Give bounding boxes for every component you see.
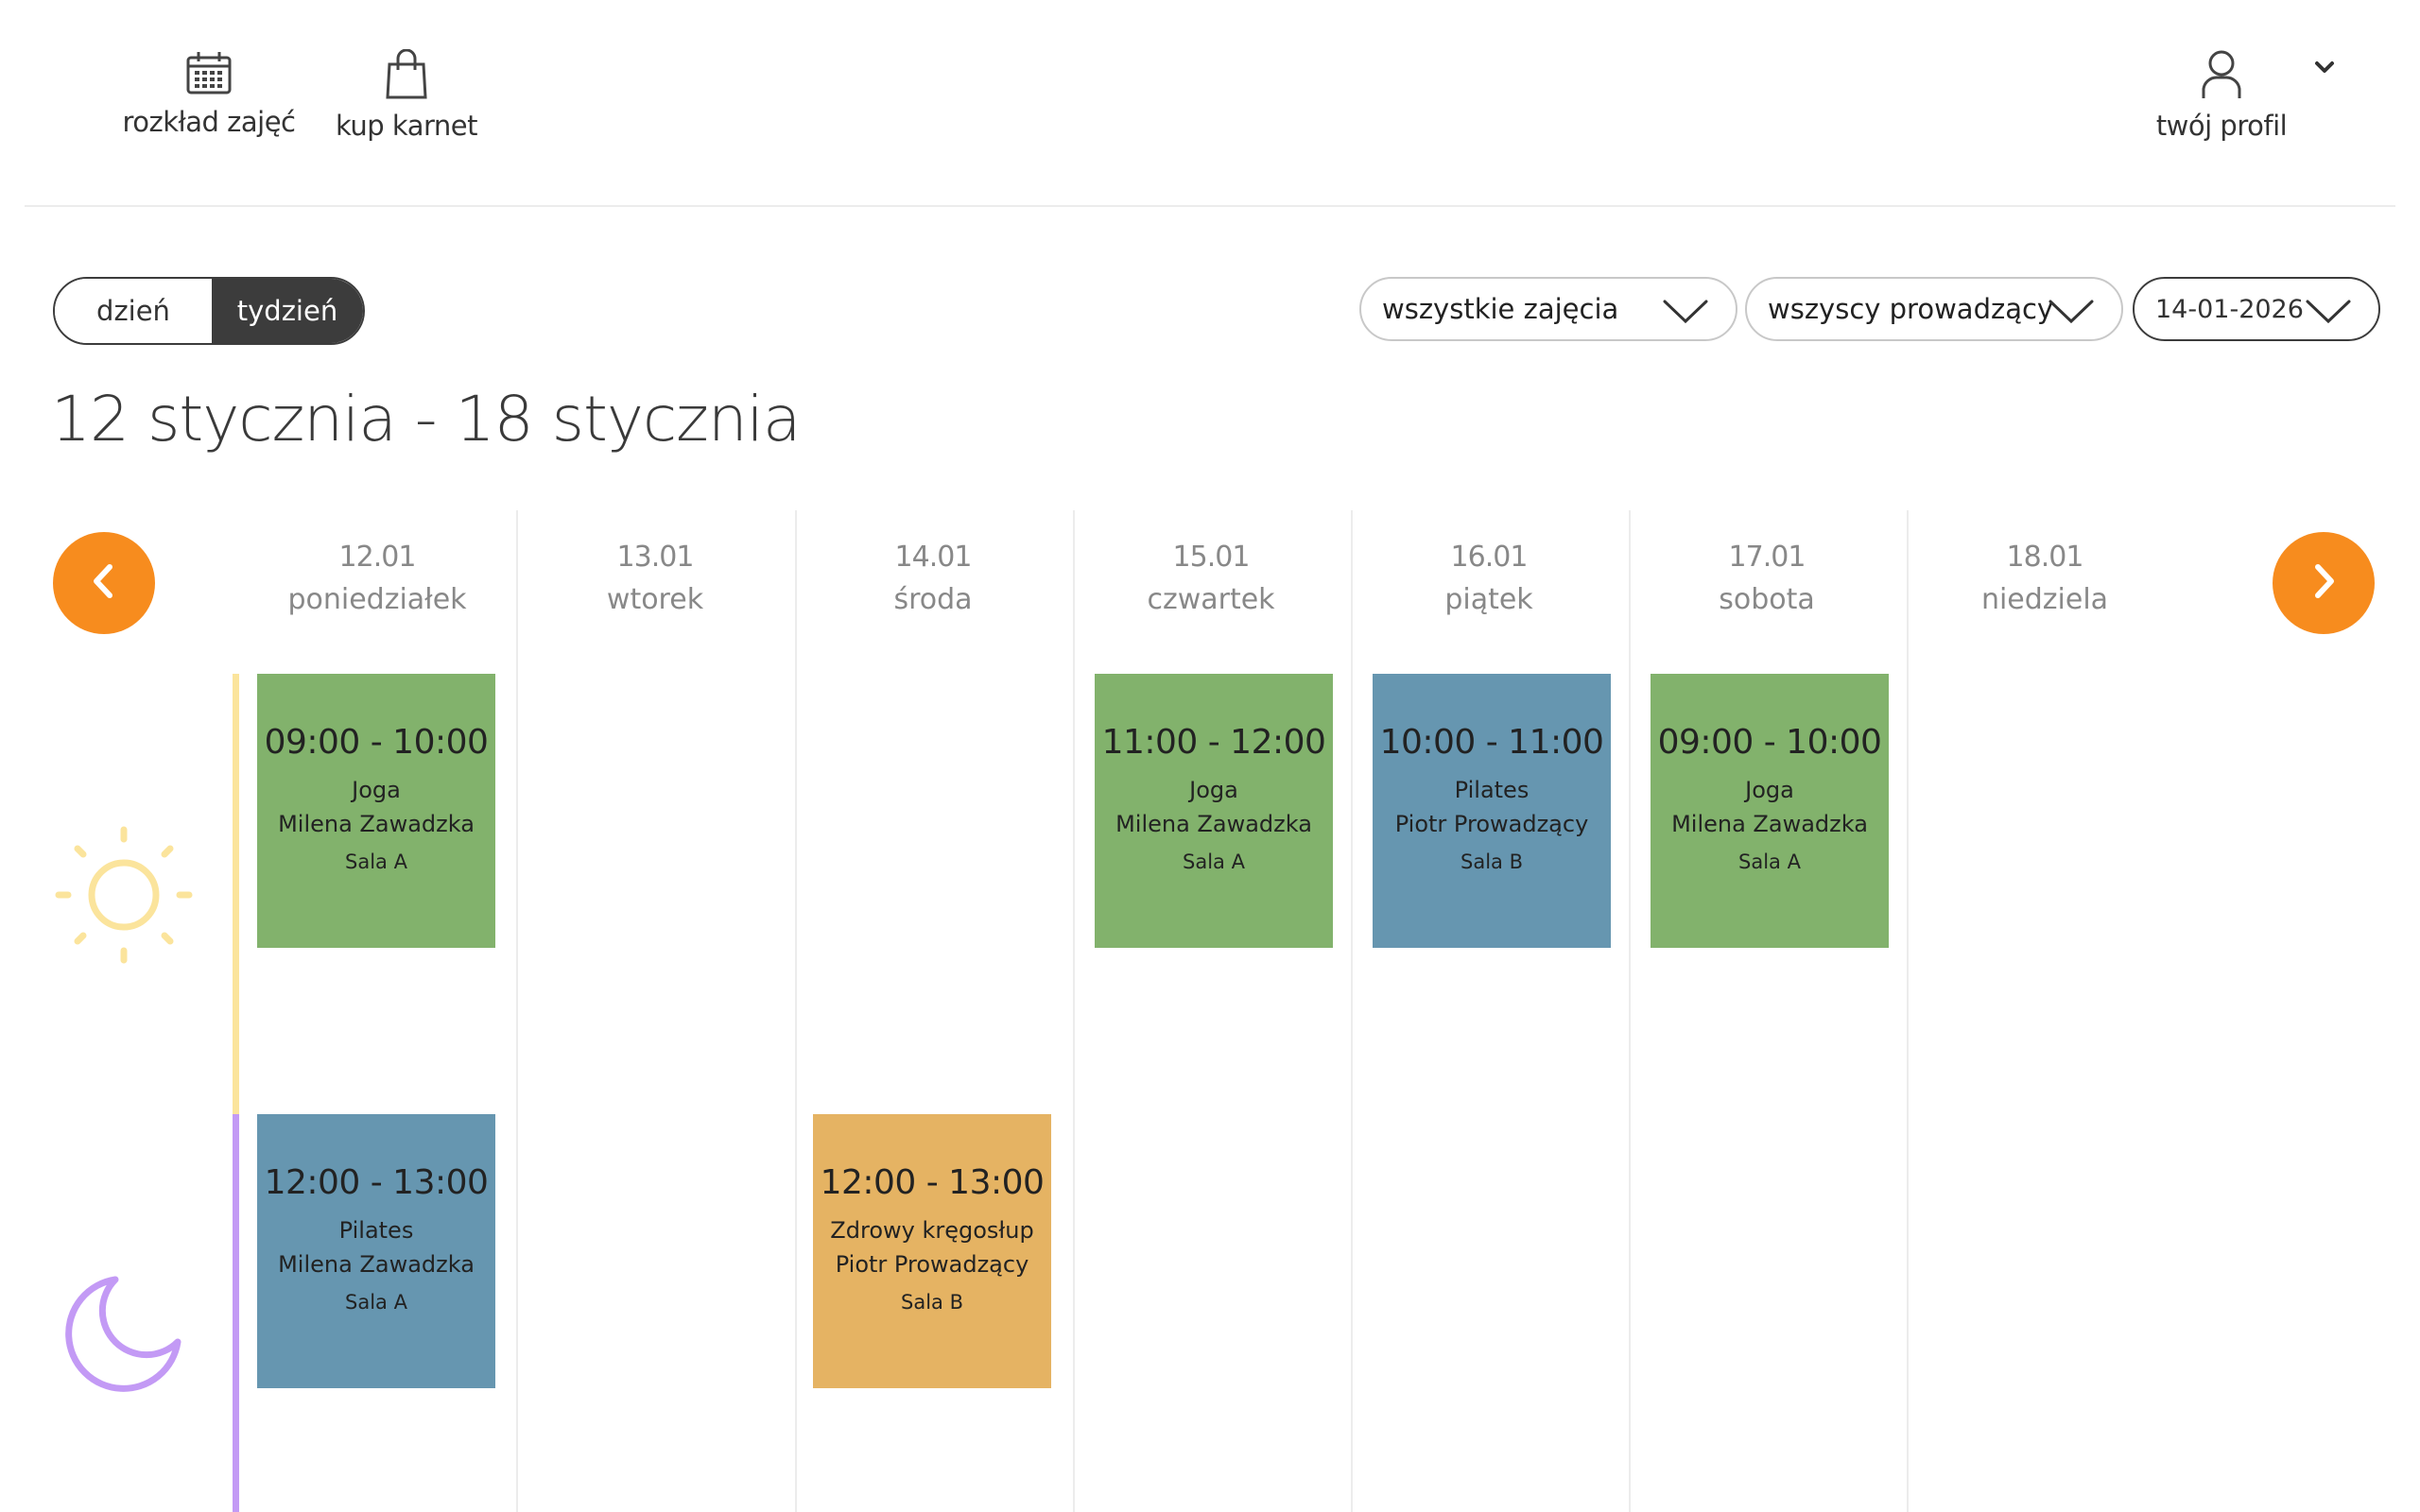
event-time: 09:00 - 10:00 [264, 723, 489, 762]
day-name: sobota [1719, 583, 1815, 616]
date-picker-value: 14-01-2026 [2155, 294, 2304, 324]
chevron-down-icon [2305, 298, 2352, 328]
afternoon-period-bar [233, 1114, 239, 1512]
column-divider [795, 510, 797, 1512]
prev-week-button[interactable] [53, 532, 155, 634]
chevron-down-icon[interactable] [2312, 55, 2337, 83]
user-icon [2201, 49, 2242, 100]
column-divider [1907, 510, 1909, 1512]
column-divider [1073, 510, 1075, 1512]
chevron-down-icon [2048, 298, 2095, 328]
day-header: 18.01 niedziela [1906, 541, 2184, 616]
day-header: 16.01 piątek [1350, 541, 1628, 616]
chevron-down-icon [1662, 298, 1709, 328]
day-header: 14.01 środa [794, 541, 1072, 616]
event-trainer: Piotr Prowadzący [1394, 811, 1589, 837]
next-week-button[interactable] [2273, 532, 2375, 634]
view-day-button[interactable]: dzień [55, 279, 212, 343]
day-date: 18.01 [2006, 541, 2084, 574]
event-trainer: Milena Zawadzka [278, 811, 475, 837]
event-room: Sala B [901, 1291, 963, 1314]
event-class: Pilates [338, 1217, 414, 1244]
event-class: Pilates [1454, 777, 1530, 803]
day-header: 13.01 wtorek [516, 541, 794, 616]
event-time: 11:00 - 12:00 [1101, 723, 1326, 762]
event-class: Joga [1189, 777, 1238, 803]
column-divider [1629, 510, 1631, 1512]
column-divider [1351, 510, 1353, 1512]
view-week-button[interactable]: tydzień [212, 279, 363, 343]
nav-schedule-label: rozkład zajęć [122, 106, 296, 138]
event-room: Sala A [345, 1291, 407, 1314]
day-name: piątek [1444, 583, 1533, 616]
event-time: 09:00 - 10:00 [1657, 723, 1882, 762]
day-date: 14.01 [894, 541, 973, 574]
nav-profile-label: twój profil [2155, 110, 2288, 142]
day-name: wtorek [606, 583, 704, 616]
nav-schedule[interactable]: rozkład zajęć [121, 49, 297, 138]
column-divider [516, 510, 518, 1512]
calendar-icon [185, 49, 233, 96]
classes-filter-value: wszystkie zajęcia [1382, 293, 1619, 325]
event-trainer: Milena Zawadzka [278, 1251, 475, 1278]
header-divider [25, 205, 2395, 207]
nav-profile[interactable]: twój profil [2146, 49, 2297, 142]
day-header: 12.01 poniedziałek [238, 541, 516, 616]
event-trainer: Milena Zawadzka [1671, 811, 1868, 837]
sun-icon [53, 824, 195, 970]
moon-icon [59, 1270, 187, 1402]
week-range-title: 12 stycznia - 18 stycznia [51, 383, 801, 455]
event-trainer: Milena Zawadzka [1115, 811, 1312, 837]
nav-buy-pass[interactable]: kup karnet [331, 49, 482, 142]
event-trainer: Piotr Prowadzący [835, 1251, 1029, 1278]
morning-period-bar [233, 674, 239, 1114]
event-class: Joga [352, 777, 401, 803]
class-event[interactable]: 12:00 - 13:00 Pilates Milena Zawadzka Sa… [257, 1114, 495, 1388]
event-room: Sala B [1461, 850, 1523, 873]
day-date: 12.01 [338, 541, 417, 574]
classes-filter-select[interactable]: wszystkie zajęcia [1359, 277, 1737, 341]
chevron-right-icon [2305, 558, 2342, 609]
trainers-filter-select[interactable]: wszyscy prowadzący [1745, 277, 2123, 341]
event-time: 12:00 - 13:00 [264, 1163, 489, 1202]
nav-buy-pass-label: kup karnet [336, 110, 477, 142]
event-time: 12:00 - 13:00 [820, 1163, 1045, 1202]
trainers-filter-value: wszyscy prowadzący [1768, 293, 2054, 325]
event-class: Zdrowy kręgosłup [830, 1217, 1034, 1244]
class-event[interactable]: 12:00 - 13:00 Zdrowy kręgosłup Piotr Pro… [813, 1114, 1051, 1388]
class-event[interactable]: 09:00 - 10:00 Joga Milena Zawadzka Sala … [1651, 674, 1889, 948]
class-event[interactable]: 09:00 - 10:00 Joga Milena Zawadzka Sala … [257, 674, 495, 948]
event-room: Sala A [1738, 850, 1801, 873]
view-toggle: dzień tydzień [53, 277, 365, 345]
day-name: niedziela [1980, 583, 2109, 616]
class-event[interactable]: 10:00 - 11:00 Pilates Piotr Prowadzący S… [1373, 674, 1611, 948]
day-date: 17.01 [1728, 541, 1806, 574]
day-date: 15.01 [1172, 541, 1251, 574]
shopping-bag-icon [384, 49, 429, 100]
event-time: 10:00 - 11:00 [1379, 723, 1604, 762]
date-picker[interactable]: 14-01-2026 [2133, 277, 2380, 341]
day-name: środa [893, 583, 973, 616]
event-room: Sala A [1183, 850, 1245, 873]
day-date: 16.01 [1450, 541, 1529, 574]
day-name: czwartek [1147, 583, 1275, 616]
day-name: poniedziałek [287, 583, 467, 616]
chevron-left-icon [85, 558, 123, 609]
day-date: 13.01 [616, 541, 695, 574]
day-header: 15.01 czwartek [1072, 541, 1350, 616]
day-header: 17.01 sobota [1628, 541, 1906, 616]
event-room: Sala A [345, 850, 407, 873]
class-event[interactable]: 11:00 - 12:00 Joga Milena Zawadzka Sala … [1095, 674, 1333, 948]
event-class: Joga [1745, 777, 1794, 803]
